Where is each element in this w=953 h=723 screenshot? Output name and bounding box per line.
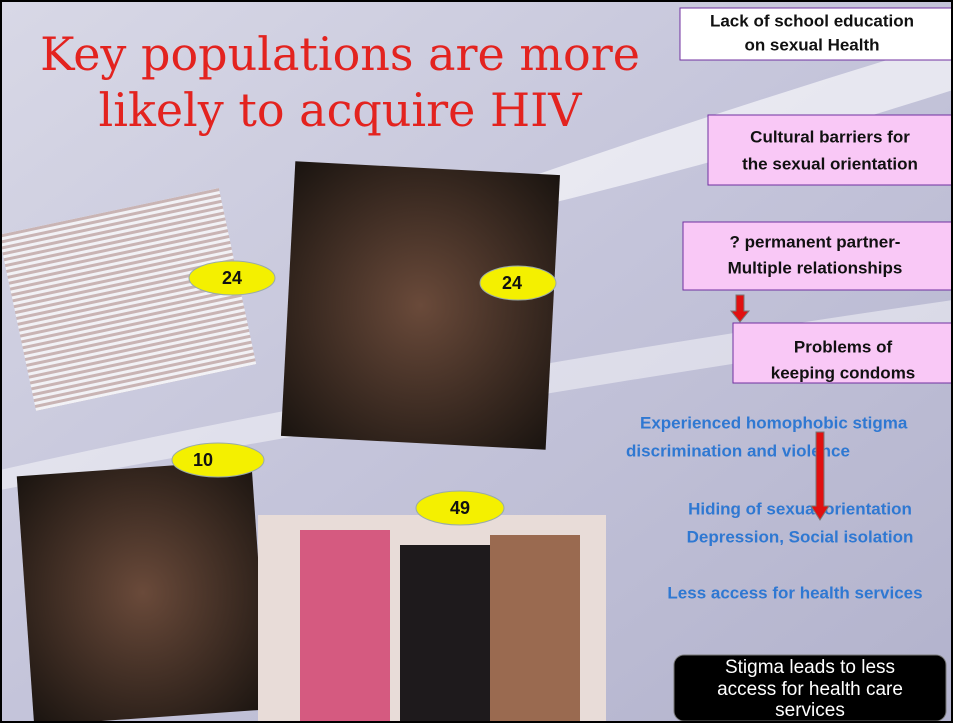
photo <box>0 188 257 411</box>
title-line: likely to acquire HIV <box>99 83 583 137</box>
summary-line: Stigma leads to less <box>725 657 895 678</box>
box-line: Cultural barriers for <box>750 127 910 146</box>
box-line: the sexual orientation <box>742 154 918 173</box>
badge-label: 24 <box>502 273 522 293</box>
photo <box>490 535 580 723</box>
box-line: Multiple relationships <box>728 258 903 277</box>
badge-label: 10 <box>193 450 213 470</box>
summary-line: access for health care <box>717 679 903 700</box>
badge: 10 <box>171 442 265 478</box>
box-line: ? permanent partner- <box>730 232 901 251</box>
note-line: discrimination and violence <box>626 441 850 460</box>
arrow <box>810 431 830 521</box>
summary-line: services <box>775 700 845 721</box>
note-line: Less access for health services <box>667 583 922 602</box>
badge-label: 49 <box>450 498 470 518</box>
note-line: Hiding of sexual orientation <box>688 499 912 518</box>
box <box>707 114 953 186</box>
box <box>679 7 953 61</box>
badge: 49 <box>415 490 505 526</box>
title-line: Key populations are more <box>40 27 640 81</box>
note-line: Depression, Social isolation <box>687 527 914 546</box>
note-line: Experienced homophobic stigma <box>640 413 908 432</box>
photo <box>400 545 490 723</box>
box-line: Lack of school education <box>710 11 914 30</box>
badge: 24 <box>188 260 276 296</box>
badge: 24 <box>479 265 557 301</box>
photo <box>300 530 390 723</box>
box <box>682 221 953 291</box>
badge-label: 24 <box>222 268 242 288</box>
photo <box>16 459 269 723</box>
box-line: on sexual Health <box>744 35 879 54</box>
box <box>732 322 953 384</box>
box-line: keeping condoms <box>771 363 916 382</box>
arrow <box>729 294 751 323</box>
box-line: Problems of <box>794 337 893 356</box>
photo <box>280 161 560 450</box>
